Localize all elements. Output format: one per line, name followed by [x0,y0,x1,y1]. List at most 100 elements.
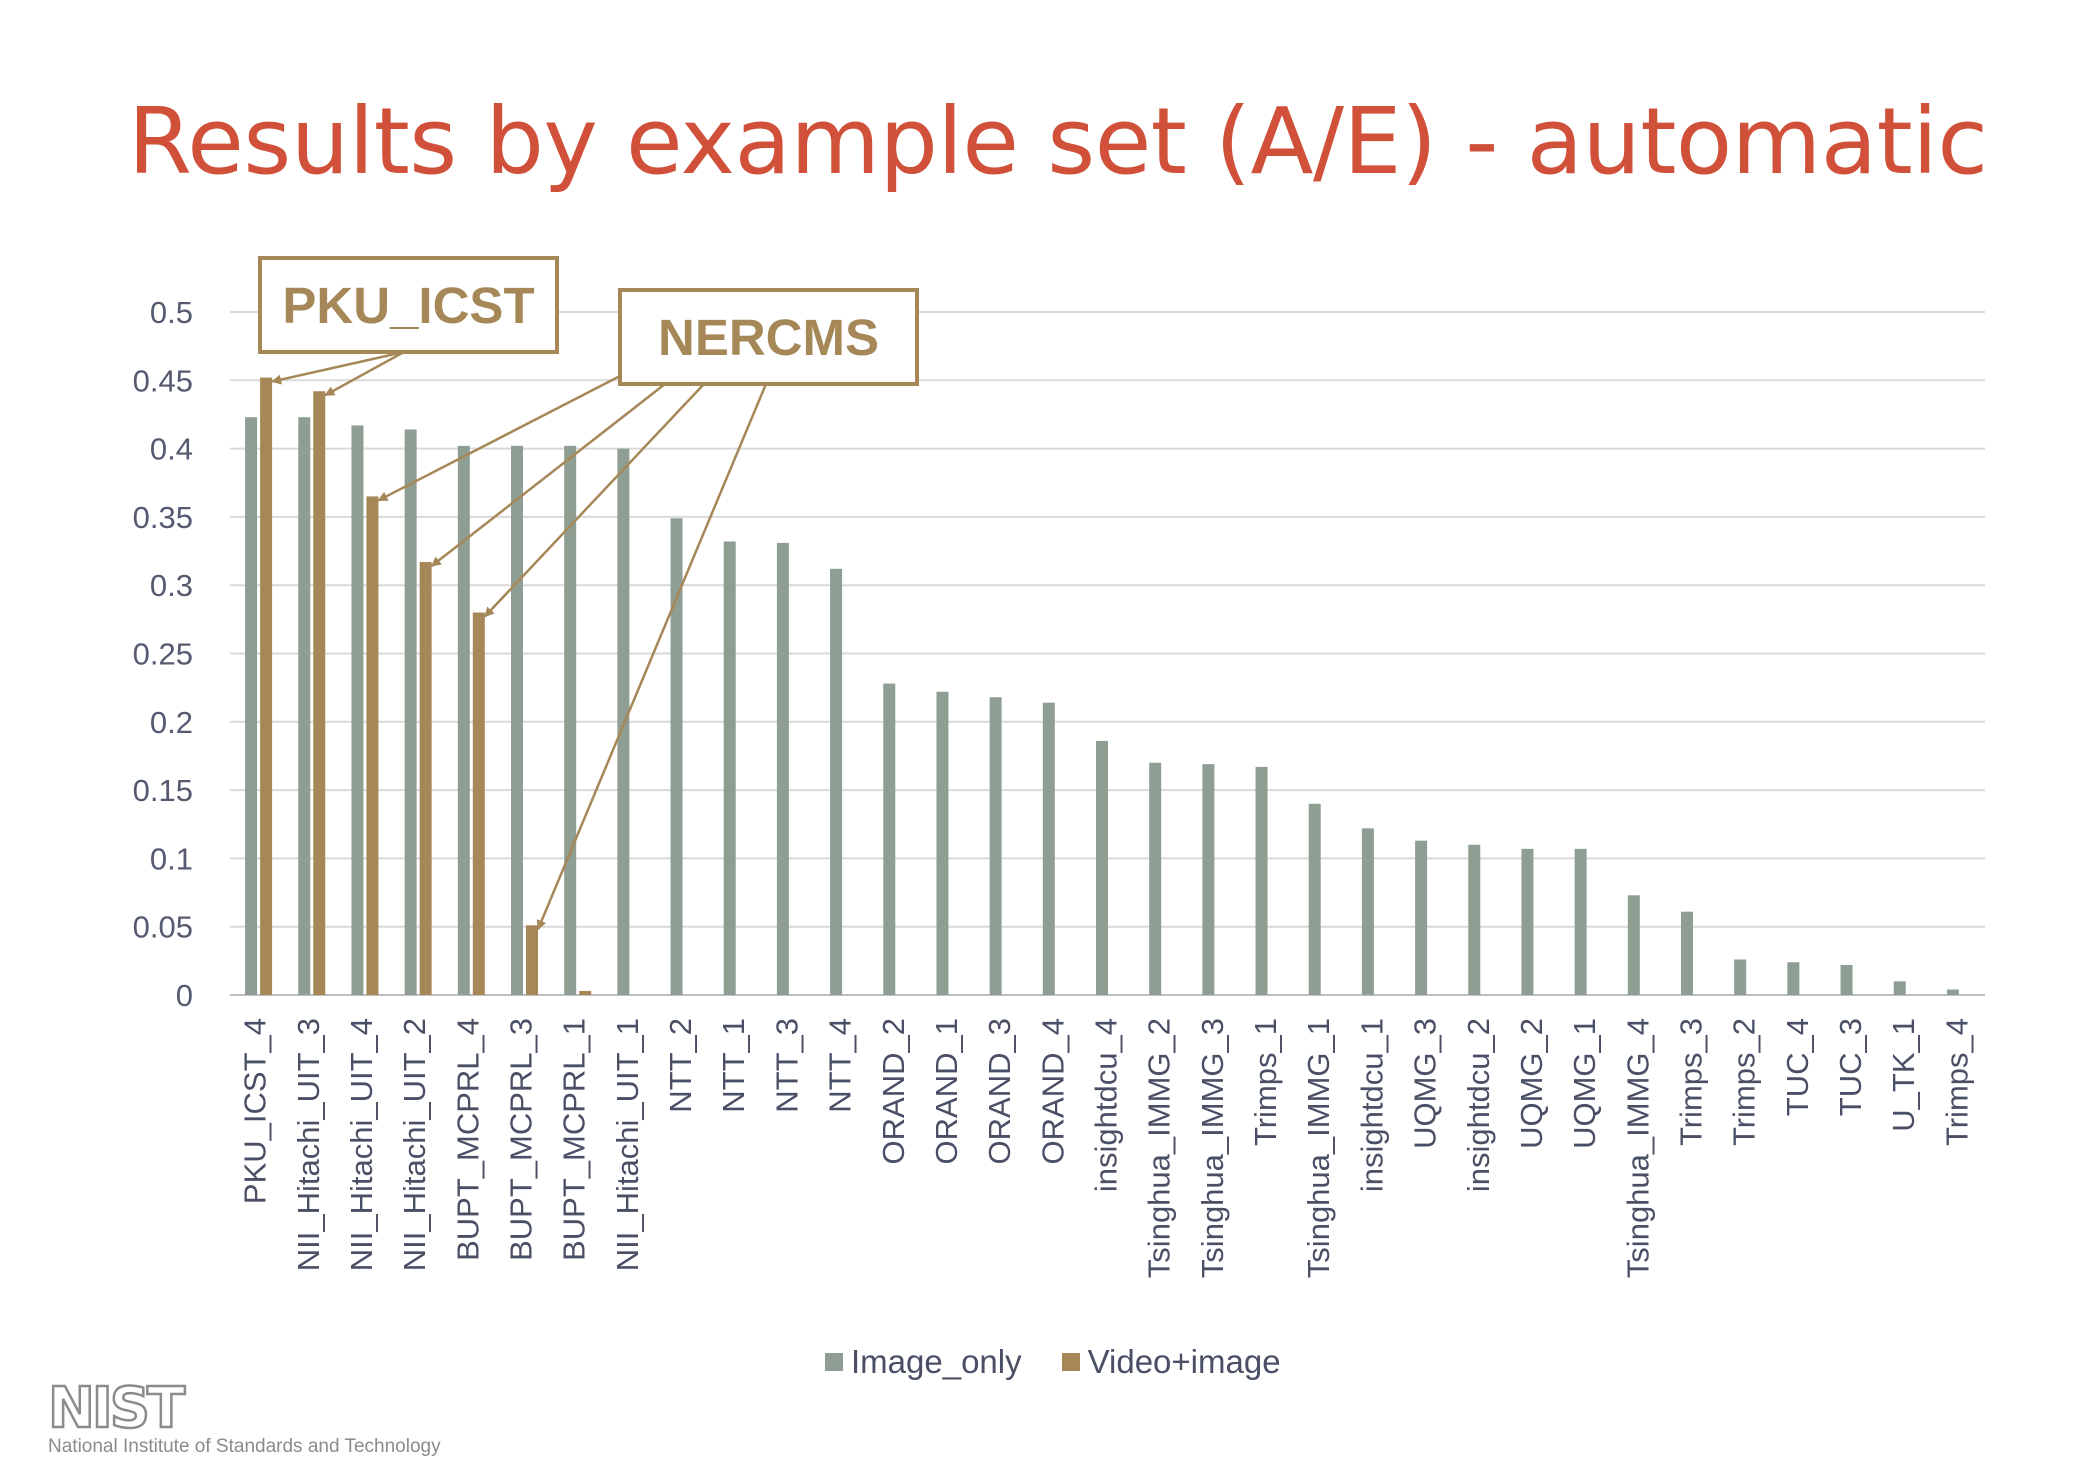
y-tick-label: 0.05 [133,910,193,945]
x-tick-label: NII_Hitachi_UIT_2 [397,1018,432,1271]
bar-image-only [245,417,258,995]
bar-image-only [776,542,789,995]
bar-image-only [1468,844,1481,995]
legend-label-image-only: Image_only [851,1343,1022,1380]
bar-image-only [1946,989,1959,995]
callout-arrow [324,350,405,397]
nist-logo-tagline: National Institute of Standards and Tech… [48,1436,441,1457]
bar-video-image [472,612,485,995]
y-tick-label: 0.2 [150,705,193,740]
x-tick-label: NII_Hitachi_UIT_3 [291,1018,326,1271]
bar-image-only [1893,981,1906,995]
x-tick-label: Trimps_1 [1248,1018,1283,1146]
bar-image-only [1521,848,1534,995]
y-tick-label: 0.4 [150,432,193,467]
x-tick-label: Tsinghua_IMMG_3 [1195,1018,1230,1278]
bar-image-only [1308,803,1321,995]
x-tick-label: NII_Hitachi_UIT_4 [344,1018,379,1271]
bar-image-only [1149,762,1162,995]
legend: Image_only Video+image [825,1343,1281,1381]
y-tick-label: 0.25 [133,637,193,672]
callout-box [258,256,559,354]
x-tick-label: Trimps_4 [1939,1018,1974,1146]
x-tick-label: NTT_3 [769,1018,804,1113]
bar-image-only [1840,964,1853,995]
callout-arrow [536,383,768,931]
bar-image-only [830,568,843,995]
bar-image-only [1627,895,1640,995]
x-tick-label: ORAND_1 [929,1018,964,1164]
bar-image-only [298,417,311,995]
legend-label-video-image: Video+image [1087,1343,1281,1380]
bar-image-only [670,518,683,995]
x-tick-label: Trimps_3 [1674,1018,1709,1146]
x-tick-label: ORAND_3 [982,1018,1017,1164]
x-axis-ticks: PKU_ICST_4 NII_Hitachi_UIT_3 NII_Hitachi_U… [238,1018,1975,1278]
y-tick-label: 0.15 [133,773,193,808]
callout-box [618,288,919,386]
y-axis-ticks: 0 0.05 0.1 0.15 0.2 0.25 0.3 0.35 0.4 0.45 0.5 [133,295,193,1013]
x-tick-label: BUPT_MCPRL_3 [504,1018,539,1261]
x-tick-label: ORAND_2 [876,1018,911,1164]
bar-image-only [564,445,577,995]
bar-image-only [883,683,896,995]
x-tick-label: PKU_ICST_4 [238,1018,273,1204]
x-tick-label: NTT_1 [716,1018,751,1113]
x-tick-label: insightdcu_4 [1089,1018,1124,1192]
bar-image-only [723,541,736,995]
x-tick-label: NTT_2 [663,1018,698,1113]
legend-item-video-image: Video+image [1061,1343,1281,1381]
callout-arrow [483,383,705,618]
callout-label: PKU_ICST [282,277,534,334]
x-tick-label: TUC_4 [1780,1018,1815,1116]
x-tick-label: BUPT_MCPRL_4 [450,1018,485,1261]
bar-image-only [457,445,470,995]
bar-video-image [579,990,592,995]
y-tick-label: 0 [176,978,193,1013]
x-tick-label: UQMG_3 [1408,1018,1443,1149]
bar-image-only [1787,962,1800,995]
bar-image-only [1255,766,1268,995]
nist-logo-wordmark: NIST [47,1375,187,1443]
bar-image-only [989,697,1002,995]
bars [245,377,1959,996]
slide-title: Results by example set (A/E) - automatic [128,88,1988,195]
x-tick-label: U_TK_1 [1886,1018,1921,1132]
bar-video-image [526,925,538,995]
callouts: PKU_ICST NERCMS [258,256,919,931]
bar-image-only [1096,740,1108,995]
bar-image-only [1361,828,1374,995]
callout-arrow [430,383,666,567]
bar-video-image [419,561,432,995]
legend-swatch-image-only [825,1353,843,1371]
bar-image-only [1202,764,1215,995]
x-tick-label: ORAND_4 [1035,1018,1070,1164]
x-tick-label: UQMG_1 [1567,1018,1602,1149]
bar-image-only [617,448,630,996]
callout-arrow [271,350,405,385]
bar-image-only [1415,840,1428,995]
bar-image-only [404,429,417,995]
bar-image-only [1681,911,1693,995]
x-tick-label: UQMG_2 [1514,1018,1549,1149]
bar-video-image [260,377,273,995]
bar-image-only [936,691,949,995]
callout-arrow [377,374,621,502]
x-tick-label: insightdcu_2 [1461,1018,1496,1192]
y-tick-label: 0.45 [133,363,193,398]
bar-image-only [1042,702,1055,995]
bar-video-image [366,496,379,995]
y-tick-label: 0.35 [133,500,193,535]
x-tick-label: Tsinghua_IMMG_1 [1301,1018,1336,1278]
x-tick-label: insightdcu_1 [1354,1018,1389,1192]
y-tick-label: 0.1 [150,841,193,876]
callout-label: NERCMS [658,309,879,366]
y-tick-label: 0.5 [150,295,193,330]
x-tick-label: NII_Hitachi_UIT_1 [610,1018,645,1271]
x-tick-label: Tsinghua_IMMG_4 [1620,1018,1655,1278]
x-tick-label: BUPT_MCPRL_1 [557,1018,592,1261]
x-tick-label: TUC_3 [1833,1018,1868,1116]
x-tick-label: Trimps_2 [1727,1018,1762,1146]
bar-video-image [313,391,326,995]
